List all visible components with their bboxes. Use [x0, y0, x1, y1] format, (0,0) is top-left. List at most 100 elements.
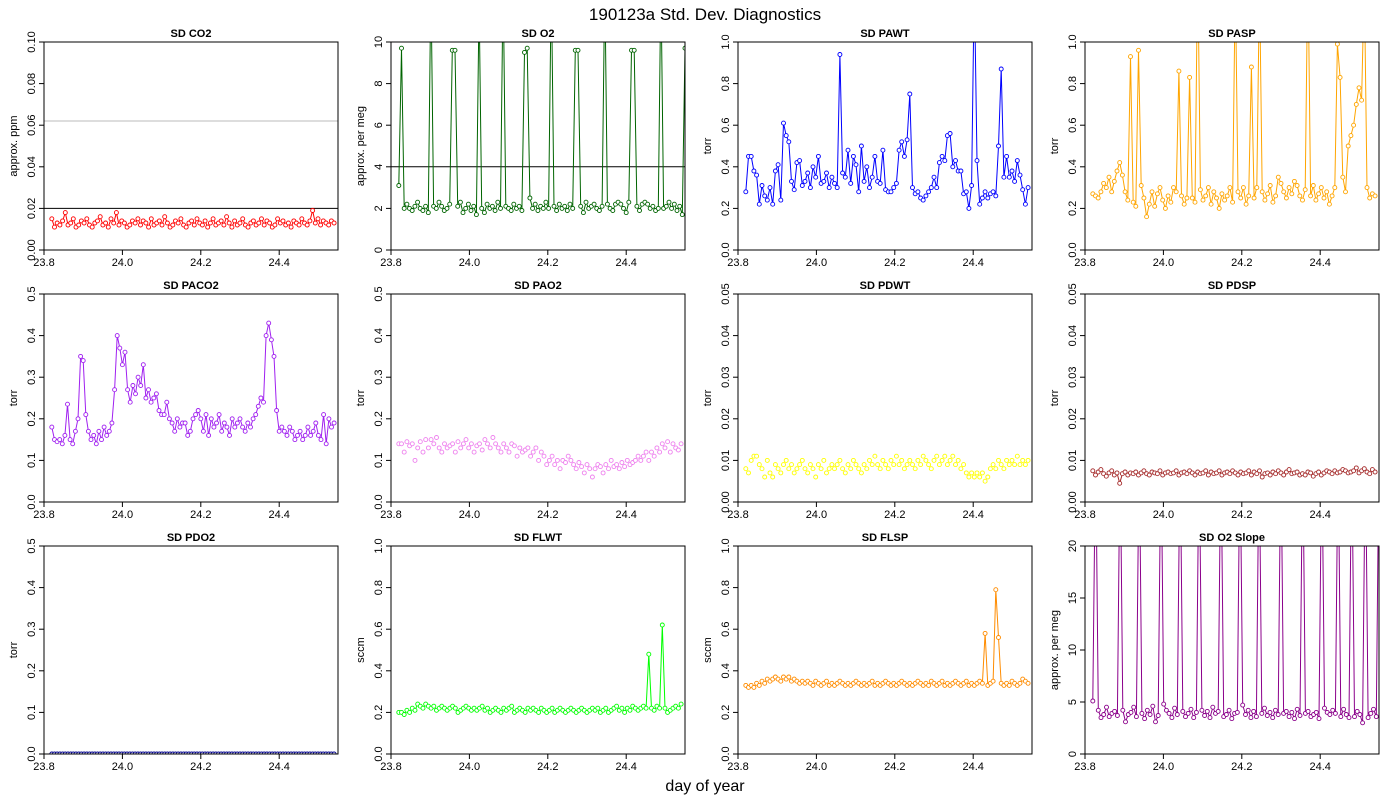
- data-point: [815, 462, 821, 468]
- data-point: [1257, 440, 1261, 444]
- data-point: [818, 466, 824, 472]
- data-point: [597, 464, 603, 470]
- data-point: [990, 189, 996, 195]
- data-point: [977, 201, 983, 207]
- data-point: [1104, 704, 1109, 710]
- data-point: [596, 208, 602, 213]
- data-point: [837, 52, 843, 57]
- data-point: [1257, 468, 1262, 474]
- y-tick-label: 0.0: [373, 494, 385, 509]
- data-point: [1316, 716, 1322, 722]
- y-tick-label: 0.03: [720, 366, 732, 387]
- data-point: [292, 437, 298, 443]
- data-point: [1240, 702, 1246, 708]
- data-point: [442, 441, 447, 447]
- data-point: [517, 445, 523, 451]
- data-point: [285, 220, 291, 226]
- data-point: [573, 466, 579, 472]
- data-point: [1332, 185, 1338, 191]
- data-point: [259, 216, 264, 222]
- data-point: [1204, 708, 1210, 714]
- data-point: [1216, 468, 1222, 474]
- y-tick-label: 0.01: [1067, 450, 1079, 471]
- data-point: [1012, 462, 1018, 468]
- data-point: [185, 432, 191, 438]
- data-point: [562, 203, 568, 209]
- data-point: [767, 185, 773, 191]
- data-point: [156, 408, 162, 413]
- data-point: [958, 168, 964, 174]
- data-point: [826, 185, 832, 191]
- data-point: [883, 462, 889, 468]
- data-point: [977, 474, 983, 480]
- data-point: [869, 462, 875, 468]
- x-tick-label: 23.8: [1074, 509, 1095, 521]
- data-point: [1316, 469, 1322, 475]
- data-point: [1203, 193, 1209, 199]
- data-point: [646, 651, 652, 657]
- data-point: [221, 222, 227, 228]
- y-tick-label: 10: [373, 36, 385, 48]
- data-point: [583, 199, 589, 205]
- y-tick-label: 8: [373, 81, 385, 87]
- y-tick-label: 0.02: [1067, 408, 1079, 429]
- data-point: [1297, 713, 1303, 718]
- data-point: [635, 453, 641, 459]
- data-point: [49, 424, 55, 430]
- data-point: [915, 189, 921, 195]
- data-point: [1114, 470, 1120, 476]
- data-point: [450, 441, 456, 447]
- data-point: [756, 682, 762, 688]
- data-point: [554, 457, 560, 463]
- data-point: [1123, 719, 1128, 725]
- data-point: [764, 457, 770, 463]
- data-point: [1207, 715, 1213, 721]
- data-point: [219, 428, 225, 434]
- data-point: [439, 203, 445, 209]
- data-point: [72, 428, 78, 434]
- data-point: [821, 457, 827, 463]
- data-point: [1368, 710, 1374, 716]
- data-point: [174, 416, 180, 422]
- data-point: [1294, 469, 1300, 475]
- panel-sd-flwt: SD FLWT sccm 23.8 24.0 24.2 24.4 0.0 0.2 0.4 0.6 0…: [355, 532, 686, 773]
- data-point: [522, 49, 527, 55]
- x-tick-label: 24.0: [459, 509, 480, 521]
- data-point: [460, 441, 466, 447]
- data-point: [1014, 158, 1020, 164]
- data-point: [778, 678, 784, 684]
- y-tick-label: 0.04: [1067, 325, 1079, 346]
- data-point: [1141, 468, 1147, 474]
- y-tick-label: 10: [1067, 644, 1079, 656]
- data-point: [1373, 714, 1379, 720]
- data-point: [417, 439, 423, 445]
- data-point: [1356, 85, 1362, 91]
- data-point: [918, 462, 924, 468]
- data-point: [200, 428, 206, 434]
- data-point: [1114, 168, 1120, 174]
- data-point: [114, 333, 120, 339]
- data-point: [1226, 707, 1232, 713]
- data-point: [479, 205, 485, 211]
- data-point: [603, 705, 609, 711]
- data-point: [1138, 183, 1144, 188]
- data-point: [431, 441, 437, 447]
- data-point: [1329, 471, 1335, 477]
- panel-sd-pdsp: SD PDSP torr 23.8 24.0 24.2 24.4 0.00 0.01 0.02 0…: [1049, 280, 1380, 521]
- data-point: [993, 193, 999, 199]
- y-tick-label: 1.0: [1067, 34, 1079, 49]
- data-point: [425, 210, 431, 216]
- data-point: [1103, 473, 1109, 479]
- data-point: [651, 453, 657, 459]
- data-point: [856, 189, 862, 195]
- data-point: [587, 466, 593, 472]
- data-point: [824, 170, 829, 176]
- data-point: [912, 466, 918, 472]
- x-tick-label: 24.0: [1153, 761, 1174, 773]
- data-point: [1219, 191, 1225, 197]
- x-tick-label: 24.4: [962, 761, 983, 773]
- data-point: [479, 703, 485, 709]
- data-point: [99, 437, 104, 443]
- data-point: [1200, 197, 1206, 203]
- y-tick-label: 0.05: [1067, 283, 1079, 304]
